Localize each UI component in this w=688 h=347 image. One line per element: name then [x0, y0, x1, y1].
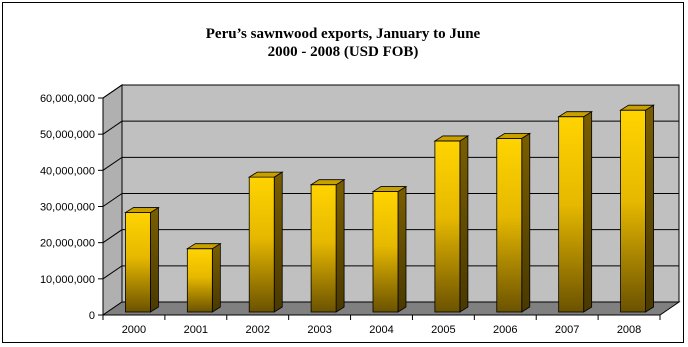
bar-top — [495, 132, 532, 139]
chart-title: Peru’s sawnwood exports, January to June… — [3, 25, 683, 61]
gridline — [102, 156, 679, 171]
bar-2008 — [619, 104, 655, 313]
bar-side — [645, 104, 654, 313]
bar-top — [371, 186, 408, 192]
bar-side — [273, 171, 283, 313]
bar-front — [496, 137, 523, 313]
bar-2000 — [124, 206, 160, 313]
gridline — [102, 229, 679, 244]
bar-front — [558, 116, 585, 313]
y-tick-label: 50,000,000 — [40, 129, 95, 141]
bar-2003 — [309, 178, 346, 313]
bar-2005 — [433, 135, 470, 313]
x-tick-label: 2006 — [493, 324, 517, 336]
bar-top — [247, 171, 284, 178]
gridline — [102, 84, 679, 99]
x-tick-label: 2005 — [431, 324, 455, 336]
bar-front — [248, 176, 275, 313]
x-tick-label: 2008 — [617, 324, 641, 336]
x-tick-label: 2004 — [369, 324, 393, 336]
x-tick-label: 2000 — [122, 324, 146, 336]
bar-2001 — [185, 242, 222, 313]
bar-front — [125, 212, 151, 313]
chart-title-line1: Peru’s sawnwood exports, January to June — [205, 26, 481, 42]
bar-side — [335, 178, 345, 313]
bar-2004 — [371, 185, 408, 313]
bar-2007 — [557, 110, 594, 313]
bar-side — [150, 206, 159, 313]
bar-top — [185, 243, 222, 250]
bar-side — [397, 185, 407, 313]
bar-front — [620, 109, 646, 313]
x-tick-label: 2001 — [184, 324, 208, 336]
bar-side — [459, 135, 469, 313]
bar-top — [433, 135, 470, 142]
gridline — [102, 120, 679, 135]
x-tick-label: 2002 — [245, 324, 269, 336]
bar-side — [583, 110, 593, 313]
x-tick-label: 2007 — [555, 324, 579, 336]
chart-title-line2: 2000 - 2008 (USD FOB) — [267, 44, 419, 60]
bar-top — [124, 207, 160, 213]
y-tick-label: 60,000,000 — [40, 93, 95, 105]
bar-top — [557, 111, 594, 118]
gridline — [102, 265, 679, 280]
bar-front — [310, 184, 337, 313]
gridline — [102, 193, 679, 207]
y-tick-label: 10,000,000 — [40, 274, 95, 286]
bar-front — [372, 191, 399, 313]
y-tick-label: 0 — [89, 310, 95, 322]
bar-2006 — [495, 132, 532, 313]
bar-front — [434, 140, 461, 313]
bar-2002 — [247, 171, 284, 313]
bar-side — [211, 242, 221, 313]
bar-top — [309, 179, 346, 186]
bar-front — [186, 248, 213, 313]
y-tick-label: 20,000,000 — [40, 238, 95, 250]
y-tick-label: 30,000,000 — [40, 202, 95, 214]
y-tick-label: 40,000,000 — [40, 165, 95, 177]
x-tick-label: 2003 — [307, 324, 331, 336]
bar-side — [521, 132, 531, 313]
bar-top — [619, 104, 655, 111]
